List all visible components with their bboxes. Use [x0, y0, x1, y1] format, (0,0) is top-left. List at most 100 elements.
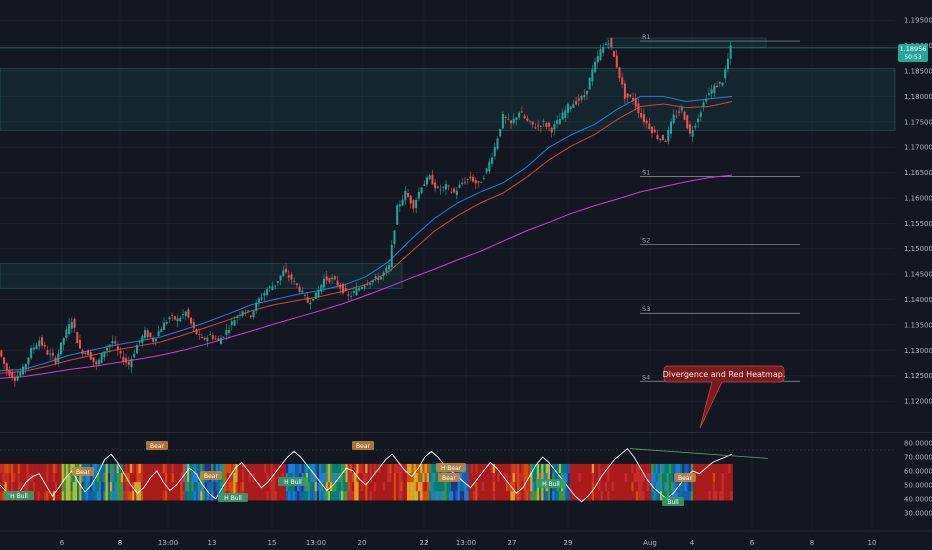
candle-body[interactable] — [417, 191, 420, 199]
candle-body[interactable] — [32, 347, 35, 350]
candle-body[interactable] — [482, 178, 485, 179]
candle-body[interactable] — [279, 275, 282, 281]
candle-body[interactable] — [0, 350, 3, 357]
candle-body[interactable] — [119, 351, 122, 354]
candle-body[interactable] — [195, 329, 198, 335]
candle-body[interactable] — [369, 283, 372, 285]
candle-body[interactable] — [474, 180, 477, 184]
candle-body[interactable] — [618, 67, 621, 78]
candle-body[interactable] — [669, 121, 672, 134]
candle-body[interactable] — [550, 128, 553, 133]
candle-body[interactable] — [285, 268, 288, 273]
candle-body[interactable] — [238, 314, 241, 316]
candle-body[interactable] — [363, 285, 366, 288]
candle-body[interactable] — [656, 135, 659, 139]
candle-body[interactable] — [629, 94, 632, 97]
candle-body[interactable] — [271, 286, 274, 291]
candle-body[interactable] — [65, 329, 68, 338]
candle-body[interactable] — [287, 275, 290, 278]
candle-body[interactable] — [222, 336, 225, 338]
candle-body[interactable] — [352, 291, 355, 293]
candle-body[interactable] — [577, 98, 580, 101]
candle-body[interactable] — [100, 353, 103, 364]
candle-body[interactable] — [436, 186, 439, 188]
candle-body[interactable] — [320, 284, 323, 292]
candle-body[interactable] — [219, 337, 222, 345]
candle-body[interactable] — [255, 302, 258, 311]
candle-body[interactable] — [276, 281, 279, 283]
candle-body[interactable] — [526, 118, 529, 121]
candle-body[interactable] — [585, 90, 588, 95]
candle-body[interactable] — [268, 286, 271, 288]
candle-body[interactable] — [463, 182, 466, 184]
candle-body[interactable] — [388, 264, 391, 270]
candle-body[interactable] — [510, 120, 513, 124]
candle-body[interactable] — [507, 118, 510, 120]
candle-body[interactable] — [664, 141, 667, 142]
candle-body[interactable] — [637, 103, 640, 114]
candle-body[interactable] — [613, 51, 616, 57]
candle-body[interactable] — [176, 318, 179, 322]
candle-body[interactable] — [390, 244, 393, 268]
candle-body[interactable] — [293, 280, 296, 282]
candle-body[interactable] — [81, 350, 84, 354]
candle-body[interactable] — [73, 318, 76, 328]
candle-body[interactable] — [385, 267, 388, 272]
candle-body[interactable] — [249, 315, 252, 317]
candle-body[interactable] — [59, 342, 62, 355]
candle-body[interactable] — [496, 138, 499, 149]
candle-body[interactable] — [154, 338, 157, 342]
candle-body[interactable] — [697, 118, 700, 123]
candle-body[interactable] — [22, 366, 25, 375]
candle-body[interactable] — [501, 113, 504, 129]
candle-body[interactable] — [328, 277, 331, 283]
candle-body[interactable] — [92, 357, 95, 362]
candle-body[interactable] — [653, 129, 656, 133]
candle-body[interactable] — [247, 310, 250, 312]
candle-body[interactable] — [458, 184, 461, 188]
candle-body[interactable] — [314, 292, 317, 299]
candle-body[interactable] — [398, 204, 401, 207]
candle-body[interactable] — [374, 276, 377, 279]
candle-body[interactable] — [133, 353, 136, 358]
candle-body[interactable] — [62, 337, 65, 345]
candle-body[interactable] — [602, 46, 605, 53]
candle-body[interactable] — [181, 314, 184, 315]
candle-body[interactable] — [488, 161, 491, 172]
candle-body[interactable] — [531, 121, 534, 125]
candle-body[interactable] — [233, 319, 236, 326]
candle-body[interactable] — [190, 317, 193, 324]
candle-body[interactable] — [515, 117, 518, 120]
candle-body[interactable] — [322, 278, 325, 288]
candle-body[interactable] — [423, 184, 426, 186]
candle-body[interactable] — [675, 115, 678, 117]
candle-body[interactable] — [564, 110, 567, 119]
candle-body[interactable] — [203, 337, 206, 340]
candle-body[interactable] — [393, 230, 396, 245]
candle-body[interactable] — [127, 361, 130, 365]
candle-body[interactable] — [420, 187, 423, 194]
candle-body[interactable] — [444, 184, 447, 190]
candle-body[interactable] — [24, 364, 27, 370]
candle-body[interactable] — [358, 288, 361, 291]
candle-body[interactable] — [678, 111, 681, 113]
candle-body[interactable] — [640, 112, 643, 118]
candle-body[interactable] — [466, 179, 469, 180]
candle-body[interactable] — [209, 334, 212, 336]
candle-body[interactable] — [339, 284, 342, 289]
candle-body[interactable] — [729, 45, 732, 59]
candle-body[interactable] — [130, 358, 133, 368]
candle-body[interactable] — [138, 340, 141, 343]
candle-body[interactable] — [11, 372, 14, 378]
candle-body[interactable] — [569, 106, 572, 110]
candle-body[interactable] — [274, 285, 277, 287]
candle-body[interactable] — [721, 82, 724, 86]
candle-body[interactable] — [144, 330, 147, 338]
candle-body[interactable] — [545, 123, 548, 127]
candle-body[interactable] — [336, 280, 339, 286]
candle-body[interactable] — [379, 276, 382, 280]
candle-body[interactable] — [518, 112, 521, 118]
candle-body[interactable] — [228, 329, 231, 334]
candle-body[interactable] — [260, 297, 263, 300]
candle-body[interactable] — [447, 185, 450, 187]
